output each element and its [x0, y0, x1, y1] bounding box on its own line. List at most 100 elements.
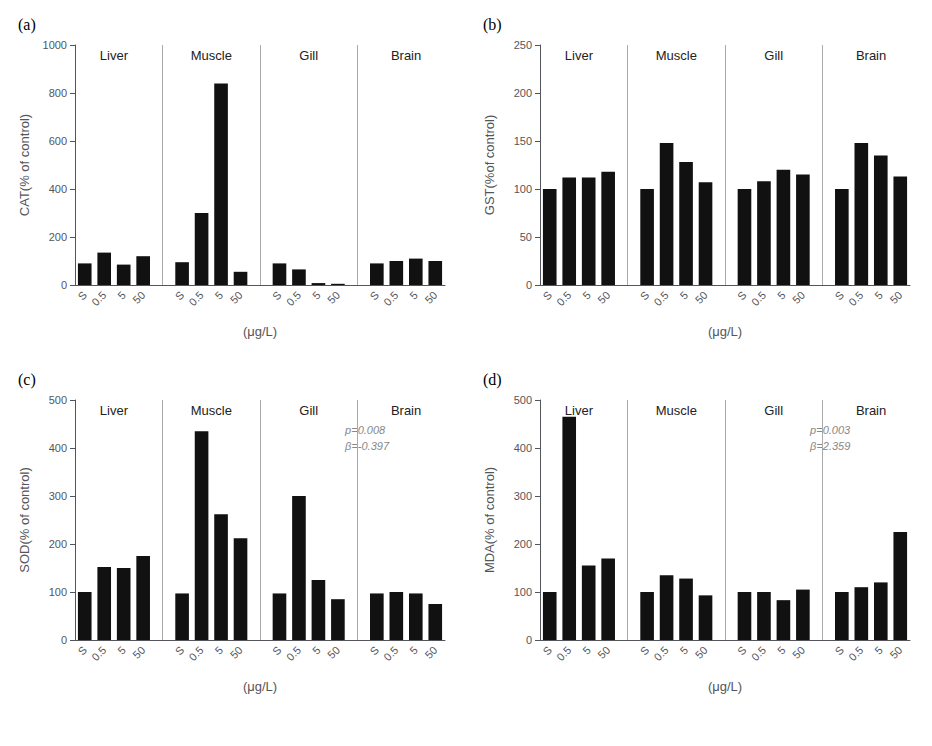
svg-text:β=-0.397: β=-0.397	[344, 440, 390, 452]
svg-text:S: S	[270, 289, 284, 303]
svg-text:50: 50	[325, 289, 342, 306]
svg-text:200: 200	[49, 538, 67, 550]
svg-text:500: 500	[514, 394, 532, 406]
svg-text:Brain: Brain	[856, 48, 886, 63]
svg-text:0.5: 0.5	[284, 289, 303, 308]
svg-text:Gill: Gill	[299, 48, 318, 63]
svg-text:0: 0	[526, 279, 532, 291]
svg-text:Gill: Gill	[764, 48, 783, 63]
svg-text:50: 50	[595, 289, 612, 306]
svg-text:100: 100	[514, 183, 532, 195]
svg-text:50: 50	[693, 644, 710, 661]
svg-text:50: 50	[887, 644, 904, 661]
svg-text:5: 5	[310, 289, 323, 302]
svg-text:200: 200	[514, 87, 532, 99]
svg-text:S: S	[173, 644, 187, 658]
svg-text:0.5: 0.5	[554, 644, 573, 663]
svg-text:Brain: Brain	[391, 403, 421, 418]
svg-text:5: 5	[407, 289, 420, 302]
svg-text:5: 5	[310, 644, 323, 657]
svg-text:400: 400	[49, 442, 67, 454]
svg-text:S: S	[540, 644, 554, 658]
svg-text:5: 5	[212, 289, 225, 302]
svg-text:5: 5	[115, 289, 128, 302]
svg-text:0.5: 0.5	[89, 644, 108, 663]
svg-text:(c): (c)	[18, 371, 36, 389]
svg-text:300: 300	[514, 490, 532, 502]
svg-text:0: 0	[61, 634, 67, 646]
svg-text:S: S	[832, 289, 846, 303]
svg-text:5: 5	[872, 644, 885, 657]
svg-text:0.5: 0.5	[381, 644, 400, 663]
svg-text:0.5: 0.5	[846, 644, 865, 663]
svg-text:200: 200	[514, 538, 532, 550]
svg-text:400: 400	[49, 183, 67, 195]
svg-text:5: 5	[580, 644, 593, 657]
svg-text:50: 50	[228, 644, 245, 661]
svg-text:MDA(% of control): MDA(% of control)	[482, 467, 497, 573]
svg-text:0.5: 0.5	[652, 644, 671, 663]
svg-text:S: S	[638, 289, 652, 303]
svg-text:50: 50	[422, 644, 439, 661]
svg-text:500: 500	[49, 394, 67, 406]
svg-text:Liver: Liver	[565, 48, 594, 63]
svg-text:p=0.008: p=0.008	[344, 424, 386, 436]
svg-text:S: S	[367, 289, 381, 303]
svg-text:0.5: 0.5	[187, 289, 206, 308]
svg-text:0.5: 0.5	[381, 289, 400, 308]
svg-text:600: 600	[49, 135, 67, 147]
svg-text:0: 0	[526, 634, 532, 646]
svg-text:SOD(% of control): SOD(% of control)	[17, 467, 32, 572]
svg-text:β=2.359: β=2.359	[809, 440, 850, 452]
svg-text:(b): (b)	[483, 16, 502, 34]
svg-text:0.5: 0.5	[187, 644, 206, 663]
svg-text:5: 5	[775, 644, 788, 657]
svg-text:(μg/L): (μg/L)	[243, 679, 277, 694]
svg-text:Muscle: Muscle	[656, 48, 697, 63]
svg-text:5: 5	[677, 289, 690, 302]
svg-text:(μg/L): (μg/L)	[243, 324, 277, 339]
svg-text:(μg/L): (μg/L)	[708, 679, 742, 694]
svg-text:S: S	[540, 289, 554, 303]
svg-text:5: 5	[212, 644, 225, 657]
svg-text:5: 5	[775, 289, 788, 302]
svg-text:(μg/L): (μg/L)	[708, 324, 742, 339]
svg-text:0.5: 0.5	[554, 289, 573, 308]
svg-text:Liver: Liver	[100, 403, 129, 418]
svg-text:50: 50	[693, 289, 710, 306]
svg-text:S: S	[735, 644, 749, 658]
svg-text:S: S	[75, 644, 89, 658]
svg-text:Muscle: Muscle	[656, 403, 697, 418]
svg-text:S: S	[367, 644, 381, 658]
svg-text:Brain: Brain	[856, 403, 886, 418]
svg-text:S: S	[75, 289, 89, 303]
svg-text:800: 800	[49, 87, 67, 99]
svg-text:S: S	[270, 644, 284, 658]
svg-text:50: 50	[325, 644, 342, 661]
svg-text:50: 50	[790, 644, 807, 661]
svg-text:0.5: 0.5	[749, 644, 768, 663]
svg-text:250: 250	[514, 39, 532, 51]
svg-text:5: 5	[407, 644, 420, 657]
svg-text:1000: 1000	[43, 39, 67, 51]
svg-text:5: 5	[115, 644, 128, 657]
svg-text:(a): (a)	[18, 16, 36, 34]
svg-text:(d): (d)	[483, 371, 502, 389]
svg-text:50: 50	[887, 289, 904, 306]
svg-text:50: 50	[130, 644, 147, 661]
svg-text:Muscle: Muscle	[191, 48, 232, 63]
svg-text:0.5: 0.5	[846, 289, 865, 308]
svg-text:50: 50	[228, 289, 245, 306]
svg-text:50: 50	[790, 289, 807, 306]
svg-text:0.5: 0.5	[652, 289, 671, 308]
svg-text:S: S	[832, 644, 846, 658]
svg-text:50: 50	[130, 289, 147, 306]
svg-text:Gill: Gill	[299, 403, 318, 418]
svg-text:100: 100	[514, 586, 532, 598]
svg-text:0.5: 0.5	[89, 289, 108, 308]
svg-text:S: S	[638, 644, 652, 658]
svg-text:Muscle: Muscle	[191, 403, 232, 418]
svg-text:p=0.003: p=0.003	[809, 424, 851, 436]
svg-text:5: 5	[872, 289, 885, 302]
svg-text:150: 150	[514, 135, 532, 147]
